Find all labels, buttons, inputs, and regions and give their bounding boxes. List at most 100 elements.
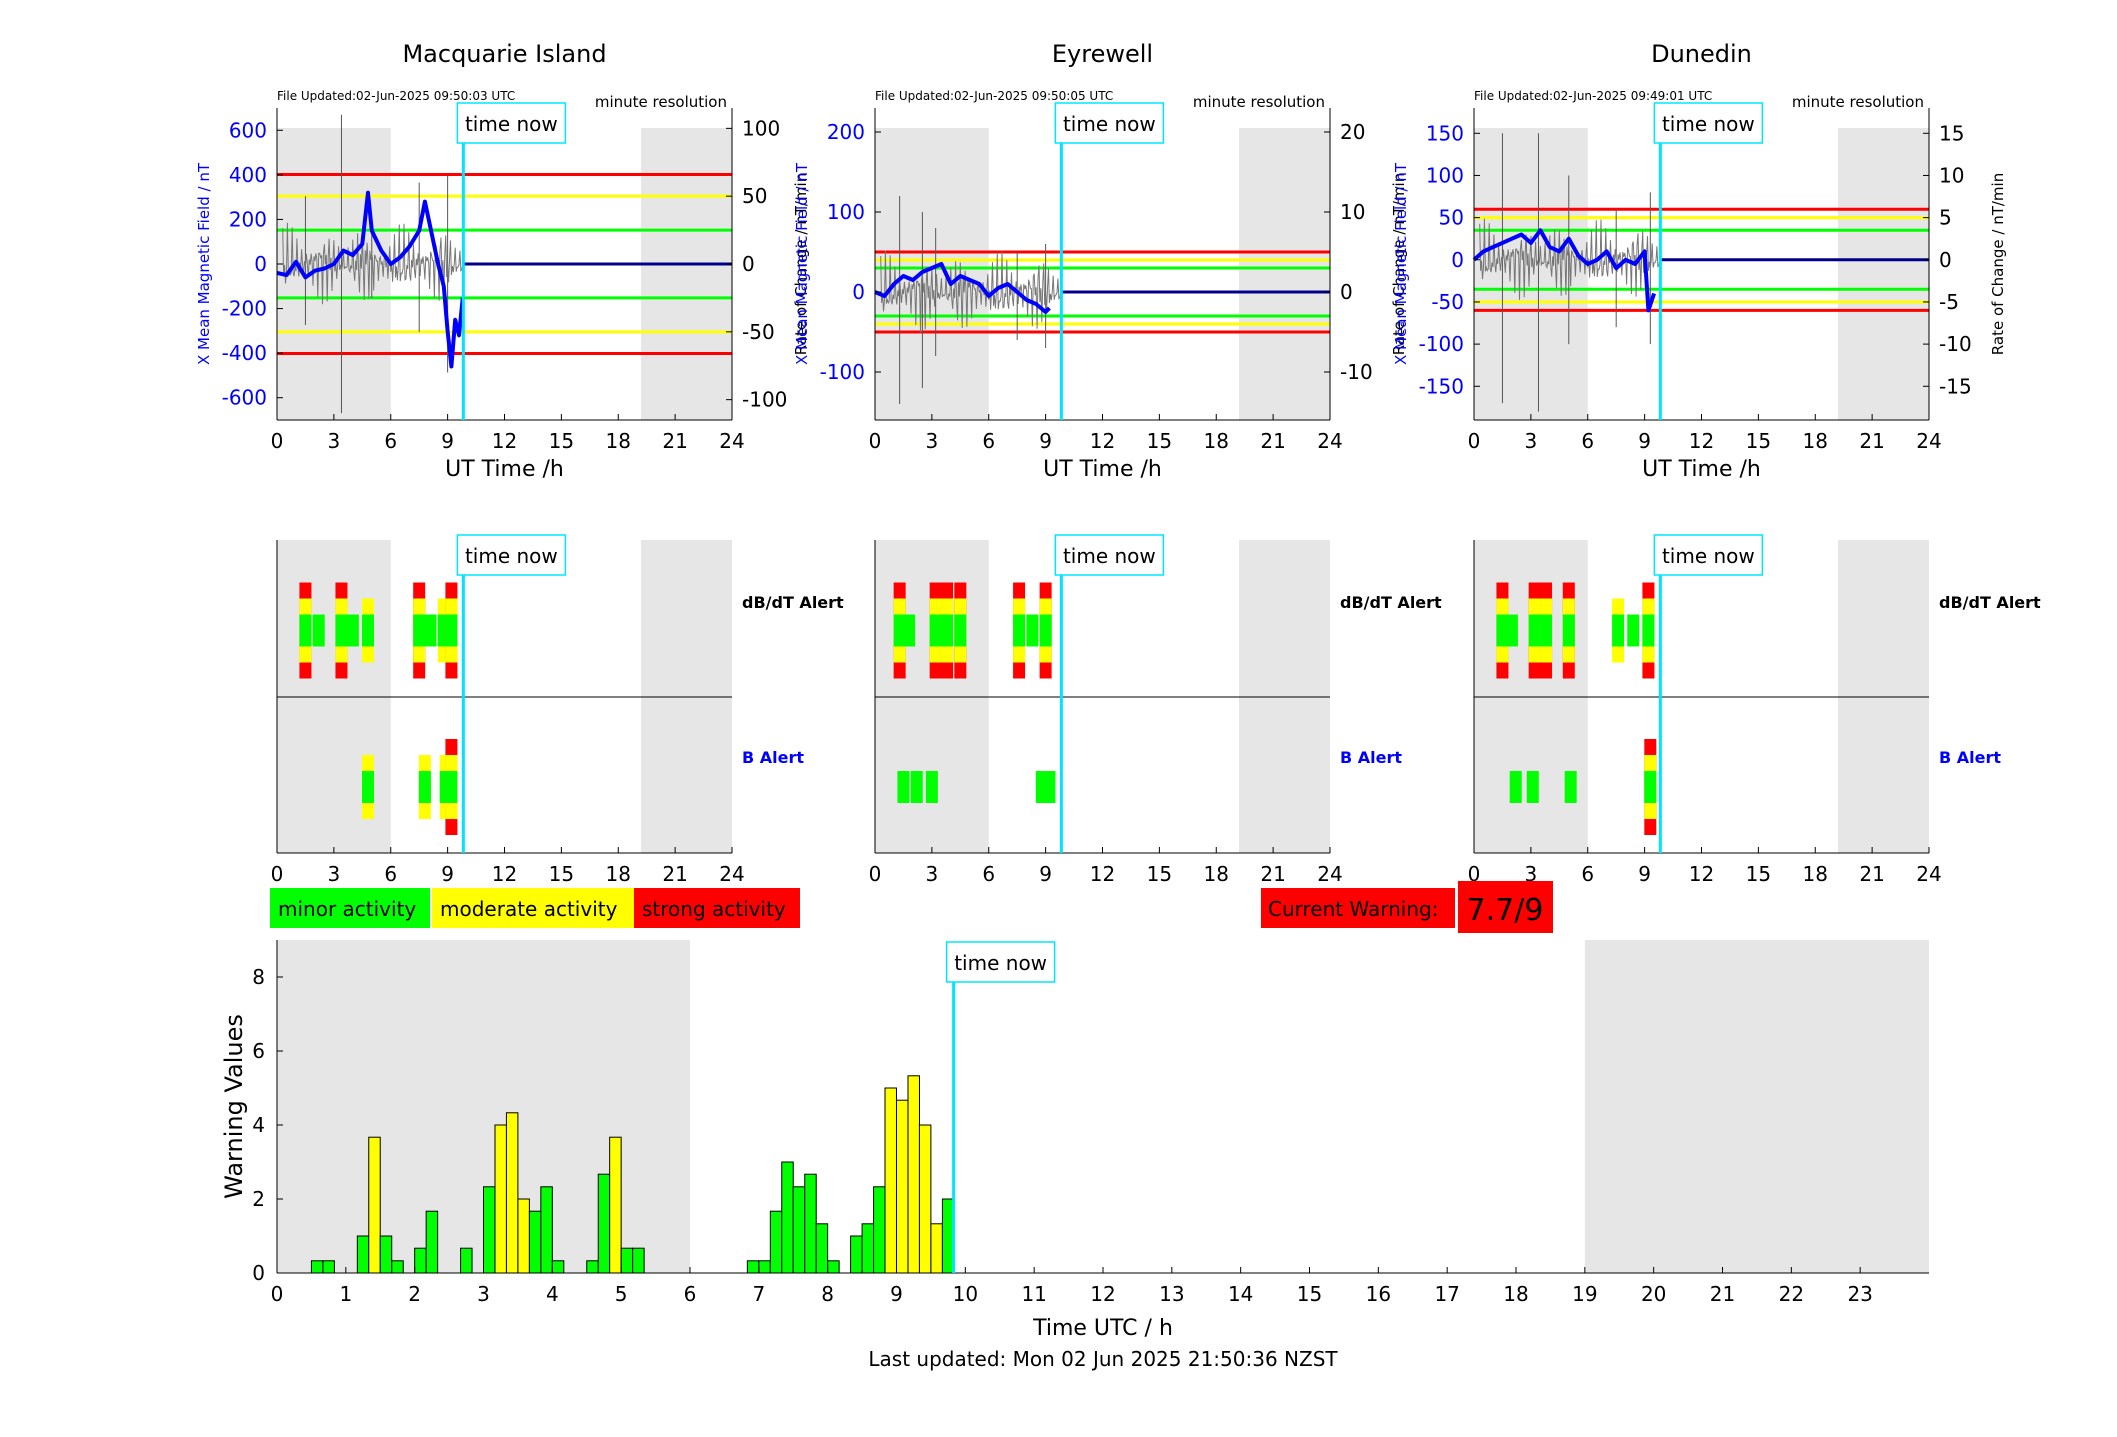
x-tick-label: 0 xyxy=(869,429,882,453)
last-updated-text: Last updated: Mon 02 Jun 2025 21:50:36 N… xyxy=(868,1347,1338,1371)
legend-moderate-label: moderate activity xyxy=(440,897,618,921)
warning-bar xyxy=(907,1075,920,1274)
x-tick-label: 3 xyxy=(926,429,939,453)
left-tick-label: 0 xyxy=(254,252,267,276)
station-title: Dunedin xyxy=(1651,40,1752,68)
b-alert-block xyxy=(925,771,938,803)
station-panel-0: Macquarie Island File Updated:02-Jun-2025… xyxy=(195,40,844,886)
time-now-label: time now xyxy=(1063,112,1156,136)
b-alert-block xyxy=(362,771,374,803)
dbdt-alert-label: dB/dT Alert xyxy=(1340,593,1442,612)
left-tick-label: 0 xyxy=(1451,248,1464,272)
x-tick-label: 18 xyxy=(1204,429,1229,453)
alert-time-now-box xyxy=(1653,534,1764,576)
right-tick-label: 10 xyxy=(1340,200,1365,224)
b-alert-block xyxy=(445,771,458,803)
x-tick-label: 9 xyxy=(1039,429,1052,453)
right-tick-label: 5 xyxy=(1939,206,1952,230)
rate-trace xyxy=(282,222,464,305)
b-alert-block xyxy=(418,771,431,803)
dbdt-alert-label: dB/dT Alert xyxy=(1939,593,2041,612)
warning-x-tick-label: 1 xyxy=(339,1282,352,1306)
left-tick-label: 200 xyxy=(229,207,267,231)
station-panel-2: Dunedin File Updated:02-Jun-2025 09:49:01… xyxy=(1392,40,2041,886)
alert-x-tick-label: 0 xyxy=(1468,862,1481,886)
warning-x-tick-label: 11 xyxy=(1021,1282,1046,1306)
right-tick-label: -15 xyxy=(1939,374,1972,398)
x-tick-label: 12 xyxy=(1689,429,1714,453)
warning-bar xyxy=(632,1247,645,1274)
right-tick-label: 0 xyxy=(1939,248,1952,272)
warning-x-tick-label: 21 xyxy=(1710,1282,1735,1306)
file-updated-text: File Updated:02-Jun-2025 09:50:05 UTC xyxy=(875,89,1113,103)
dbdt-alert-block xyxy=(1013,614,1026,647)
file-updated-text: File Updated:02-Jun-2025 09:50:03 UTC xyxy=(277,89,515,103)
warning-x-tick-label: 14 xyxy=(1228,1282,1253,1306)
x-tick-label: 15 xyxy=(1746,429,1771,453)
warning-time-now-box xyxy=(945,941,1056,983)
warning-x-tick-label: 12 xyxy=(1090,1282,1115,1306)
b-alert-label: B Alert xyxy=(1939,748,2001,767)
x-axis-label: UT Time /h xyxy=(1642,457,1761,482)
dbdt-alert-block xyxy=(903,614,916,647)
right-tick-label: -10 xyxy=(1340,360,1373,384)
resolution-text: minute resolution xyxy=(1193,93,1325,111)
alert-x-tick-label: 12 xyxy=(492,862,517,886)
x-tick-label: 24 xyxy=(1317,429,1342,453)
warning-y-tick-label: 4 xyxy=(252,1113,265,1137)
right-tick-label: -100 xyxy=(742,388,787,412)
dbdt-alert-block xyxy=(1562,614,1575,647)
warning-y-tick-label: 6 xyxy=(252,1039,265,1063)
x-tick-label: 6 xyxy=(982,429,995,453)
warning-x-tick-label: 13 xyxy=(1159,1282,1184,1306)
alert-x-tick-label: 18 xyxy=(1204,862,1229,886)
left-tick-label: -100 xyxy=(820,360,865,384)
dbdt-alert-block xyxy=(335,614,348,647)
legend-minor-label: minor activity xyxy=(278,897,416,921)
current-warning-value: 7.7/9 xyxy=(1467,893,1544,928)
alert-x-tick-label: 24 xyxy=(719,862,744,886)
dbdt-alert-label: dB/dT Alert xyxy=(742,593,844,612)
warning-bar xyxy=(425,1210,439,1274)
b-alert-block xyxy=(910,771,923,803)
warning-x-tick-label: 18 xyxy=(1503,1282,1528,1306)
alert-x-tick-label: 9 xyxy=(1039,862,1052,886)
warning-x-tick-label: 7 xyxy=(752,1282,765,1306)
warning-x-tick-label: 0 xyxy=(271,1282,284,1306)
warning-bar xyxy=(850,1235,863,1274)
alert-x-tick-label: 18 xyxy=(1803,862,1828,886)
dbdt-alert-block xyxy=(1026,614,1039,647)
resolution-text: minute resolution xyxy=(1792,93,1924,111)
warning-bar xyxy=(620,1247,634,1274)
right-tick-label: 0 xyxy=(742,252,755,276)
x-tick-label: 21 xyxy=(1859,429,1884,453)
warning-bar xyxy=(460,1247,473,1274)
left-tick-label: -50 xyxy=(1431,290,1464,314)
warning-bar xyxy=(517,1198,530,1274)
alert-x-tick-label: 24 xyxy=(1916,862,1941,886)
x-tick-label: 3 xyxy=(1525,429,1538,453)
right-tick-label: 20 xyxy=(1340,120,1365,144)
dbdt-alert-block xyxy=(445,614,458,647)
time-now-label: time now xyxy=(1662,112,1755,136)
night-shade xyxy=(641,128,732,420)
alert-time-now-label: time now xyxy=(465,544,558,568)
warning-bar xyxy=(873,1186,886,1274)
x-tick-label: 18 xyxy=(1803,429,1828,453)
left-axis-label: X Mean Magnetic Field / nT xyxy=(1392,162,1410,365)
time-now-label: time now xyxy=(465,112,558,136)
rate-trace xyxy=(880,250,1062,333)
dbdt-alert-block xyxy=(346,614,359,647)
x-tick-label: 12 xyxy=(1090,429,1115,453)
left-tick-label: 50 xyxy=(1439,206,1464,230)
warning-x-tick-label: 2 xyxy=(408,1282,421,1306)
alert-time-now-label: time now xyxy=(1063,544,1156,568)
field-trace xyxy=(1472,228,1656,313)
warning-x-tick-label: 15 xyxy=(1297,1282,1322,1306)
b-alert-block xyxy=(1043,771,1056,803)
warning-x-tick-label: 23 xyxy=(1847,1282,1872,1306)
warning-bar xyxy=(597,1173,611,1274)
alert-x-tick-label: 0 xyxy=(869,862,882,886)
